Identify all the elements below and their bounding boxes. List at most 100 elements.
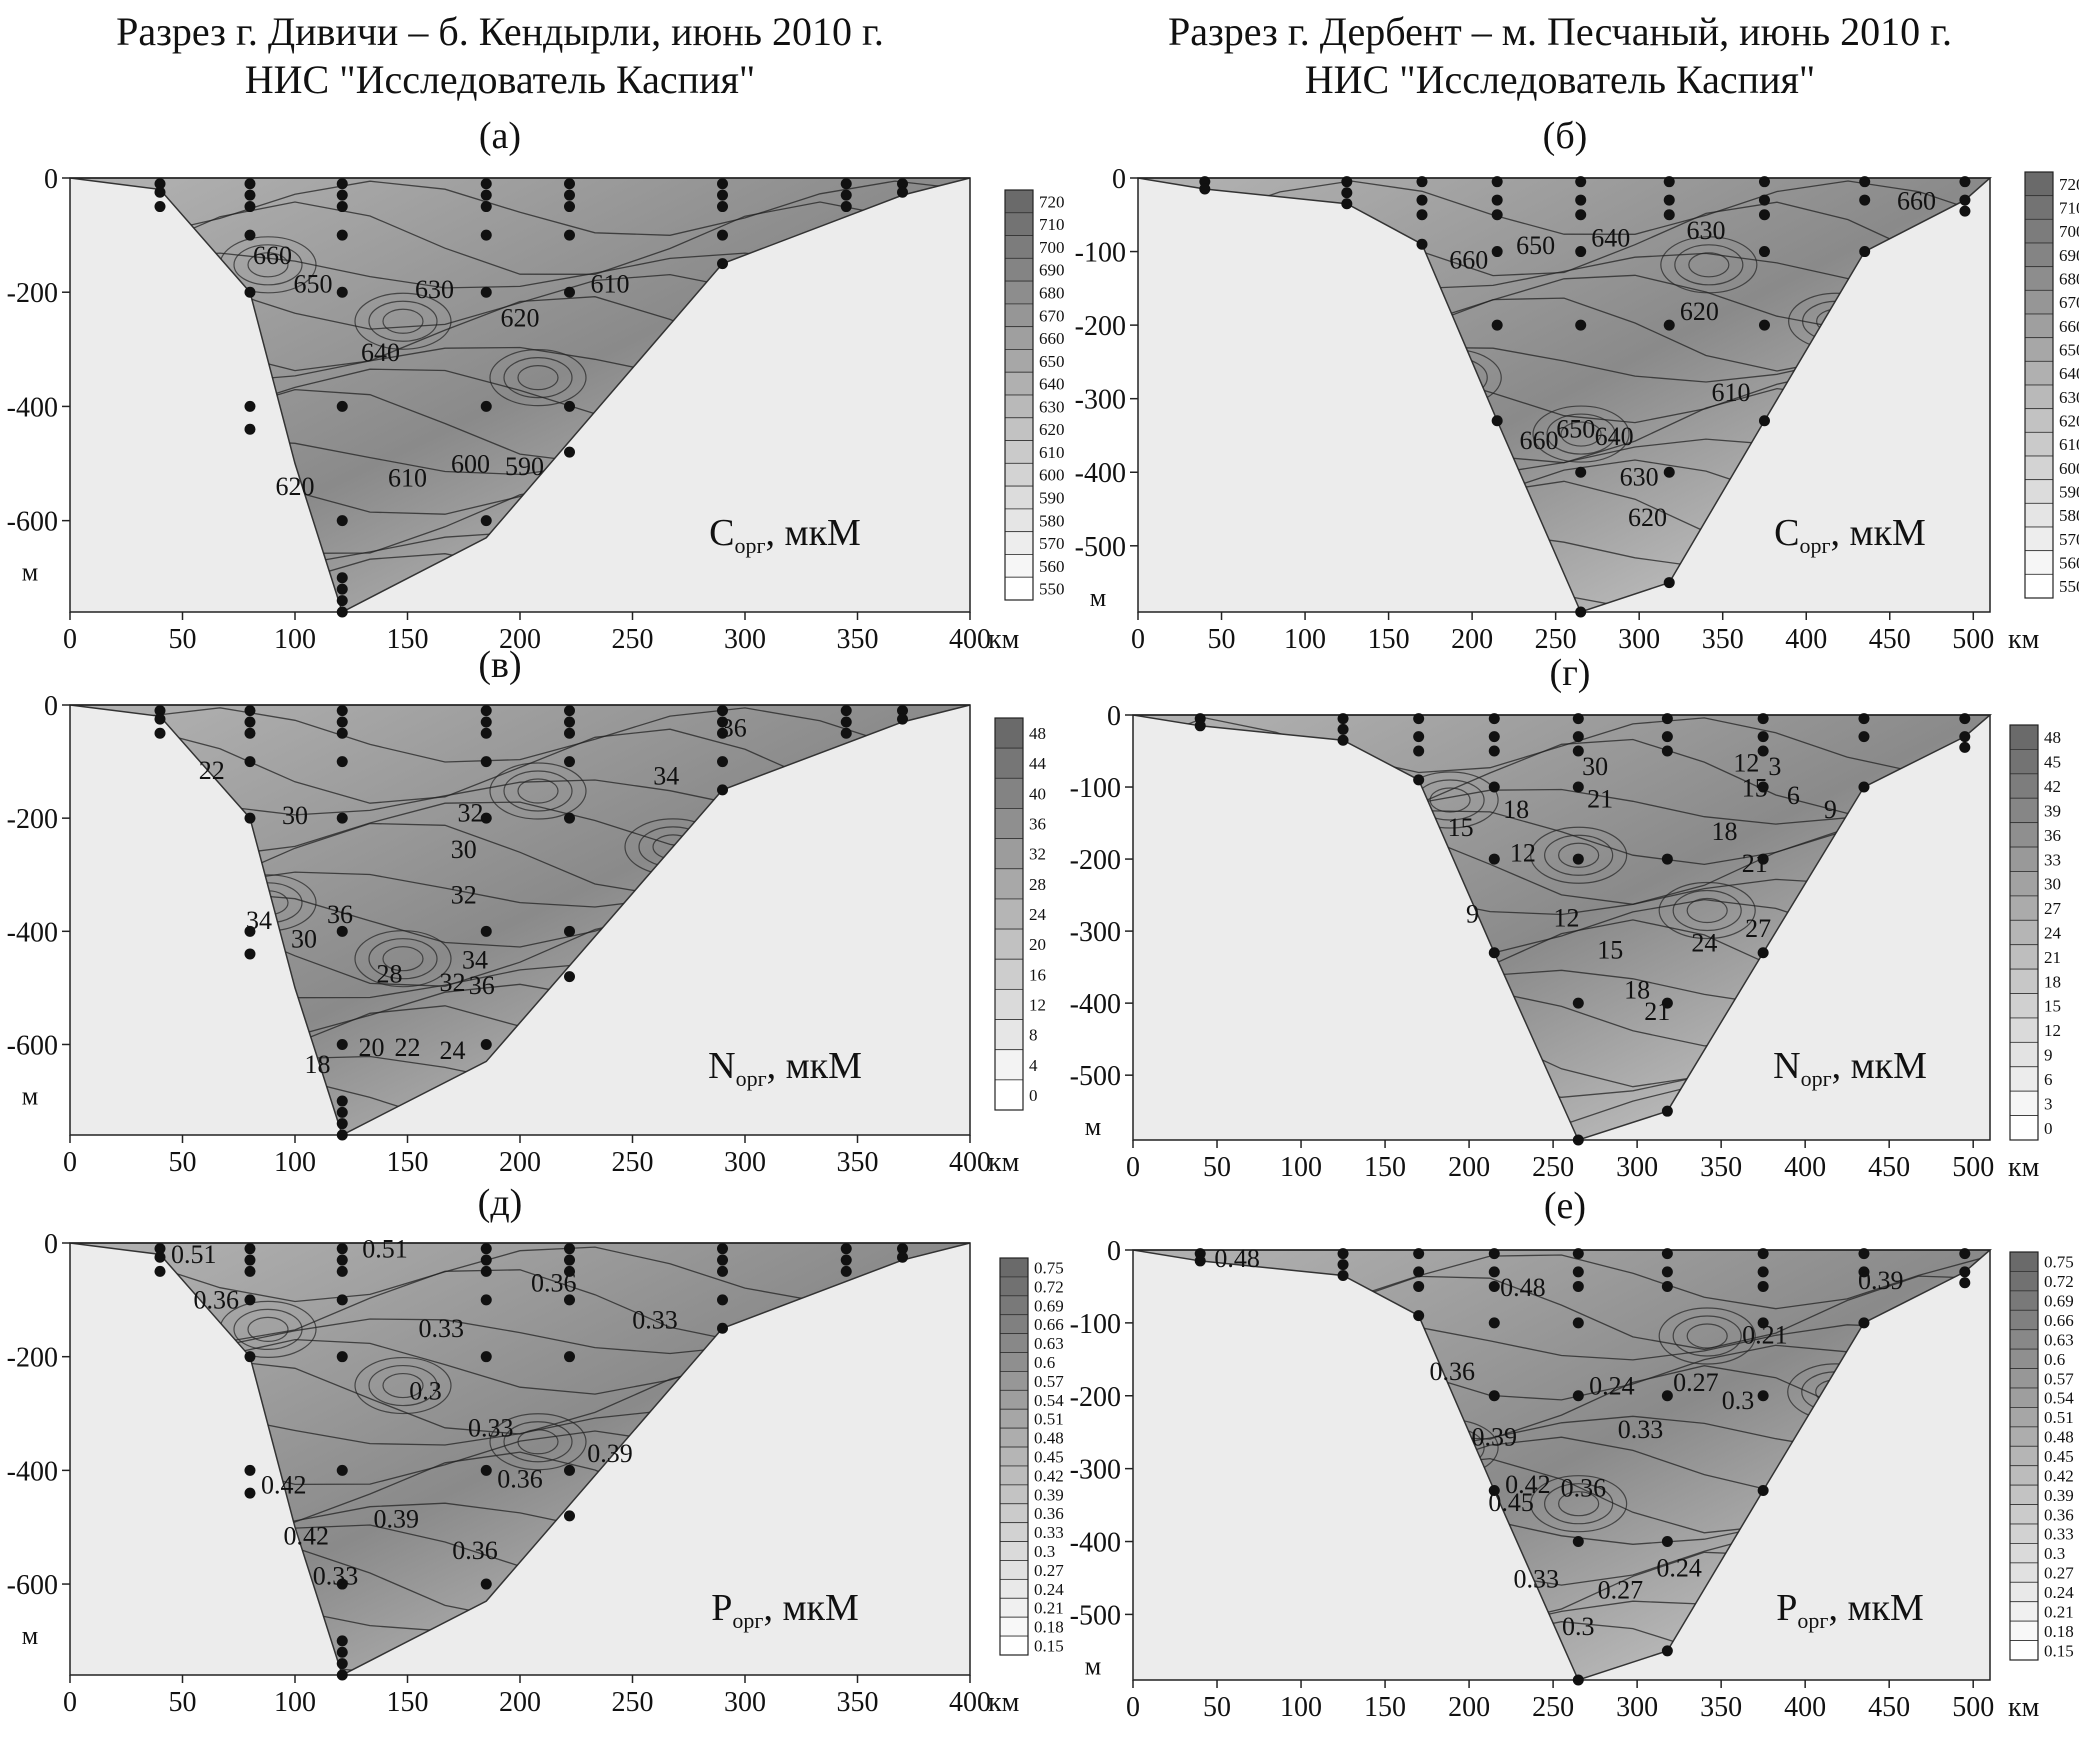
contour-label: 0.51 [171,1240,217,1269]
station-point [336,572,348,584]
x-axis-unit: км [2008,1152,2040,1183]
colorbar-swatch [1004,531,1034,555]
colorbar-tick-label: 0.27 [1034,1561,1064,1580]
contour-label: 0.33 [1514,1565,1560,1594]
x-tick-label: 0 [63,1687,77,1718]
section-title-right-line1: Разрез г. Дербент – м. Песчаный, июнь 20… [1167,9,1953,54]
station-point [1572,997,1584,1009]
x-tick-label: 400 [949,624,991,655]
colorbar-swatch [2009,846,2039,872]
colorbar-tick-label: 660 [2059,317,2079,336]
colorbar-swatch [1004,303,1034,328]
x-tick-label: 150 [1364,1692,1406,1723]
x-tick-label: 400 [949,1687,991,1718]
station-point [244,1254,256,1266]
station-point [1959,1248,1971,1260]
colorbar-swatch [2009,1601,2039,1622]
colorbar-tick-label: 48 [2044,728,2061,747]
variable-subscript: орг [732,1608,763,1633]
station-point [480,812,492,824]
station-point [1491,209,1503,221]
station-point [717,716,728,728]
x-tick-label: 350 [1700,1152,1742,1183]
station-point [336,716,348,728]
colorbar-swatch [999,1408,1029,1429]
station-point [897,1251,908,1263]
contour-label: 0.36 [1561,1473,1607,1502]
station-point [480,756,492,768]
station-point [244,1294,256,1306]
contour-label: 15 [1742,774,1768,803]
contour-label: 12 [1554,903,1580,932]
contour-label: 610 [591,269,630,298]
colorbar-swatch [999,1465,1029,1486]
station-point [1661,1248,1673,1260]
station-point [564,705,575,717]
x-tick-label: 100 [274,624,316,655]
panel-label: (а) [479,115,521,157]
contour-ring [368,938,438,980]
station-point [1959,713,1971,725]
colorbar-tick-label: 15 [2044,997,2061,1016]
y-tick-label: -100 [1075,238,1126,269]
station-point [1491,319,1503,331]
station-point [897,713,908,725]
colorbar-swatch [994,777,1024,809]
colorbar-swatch [1004,462,1034,487]
station-point [564,1254,575,1266]
station-point [1488,745,1500,757]
x-tick-label: 450 [1868,1692,1910,1723]
colorbar-swatch [999,1427,1029,1448]
x-tick-label: 0 [63,624,77,655]
station-point [480,727,492,739]
contour-label: 610 [388,464,427,493]
colorbar-swatch [999,1635,1029,1656]
contour-ring [354,292,452,350]
colorbar-swatch [2024,313,2054,339]
y-tick-label: -100 [1070,773,1121,804]
x-tick-label: 200 [1451,624,1493,655]
variable-unit: , мкМ [763,1587,858,1629]
variable-symbol: C [709,512,734,554]
station-point [1757,947,1769,959]
colorbar-tick-label: 0 [1029,1086,1038,1105]
contour-label: 0.36 [452,1536,498,1565]
x-tick-label: 100 [1280,1152,1322,1183]
station-point [336,1106,348,1118]
colorbar-tick-label: 720 [2059,175,2079,194]
station-point [336,756,348,768]
station-point [480,515,492,527]
variable-unit: , мкМ [1832,1045,1927,1087]
contour-label: 620 [1680,297,1719,326]
x-tick-label: 350 [837,1687,879,1718]
station-point [336,515,348,527]
contour-label: 610 [1712,378,1751,407]
station-point [1416,176,1428,188]
colorbar-swatch [999,1257,1029,1278]
colorbar-tick-label: 550 [1039,580,1065,599]
colorbar-swatch [999,1560,1029,1580]
colorbar-tick-label: 620 [2059,412,2079,431]
colorbar-tick-label: 32 [1029,845,1046,864]
contour-label: 34 [462,945,488,974]
station-point [1488,731,1500,743]
colorbar-tick-label: 580 [2059,506,2079,525]
station-point [1575,246,1587,258]
station-point [336,1095,348,1107]
colorbar-swatch [994,747,1024,779]
contour-label: 650 [1516,231,1555,260]
station-point [480,400,492,412]
x-tick-label: 50 [1203,1152,1231,1183]
contour-label: 620 [1628,503,1667,532]
colorbar-swatch [2009,1562,2039,1583]
contour-label: 0.36 [497,1465,543,1494]
colorbar-tick-label: 18 [2044,972,2061,991]
station-point [1757,745,1769,757]
section-fill [1137,177,1992,613]
colorbar-swatch [2009,1484,2039,1505]
station-point [1661,1280,1673,1292]
y-tick-label: -400 [7,1456,58,1487]
colorbar-tick-label: 0.6 [1034,1353,1055,1372]
